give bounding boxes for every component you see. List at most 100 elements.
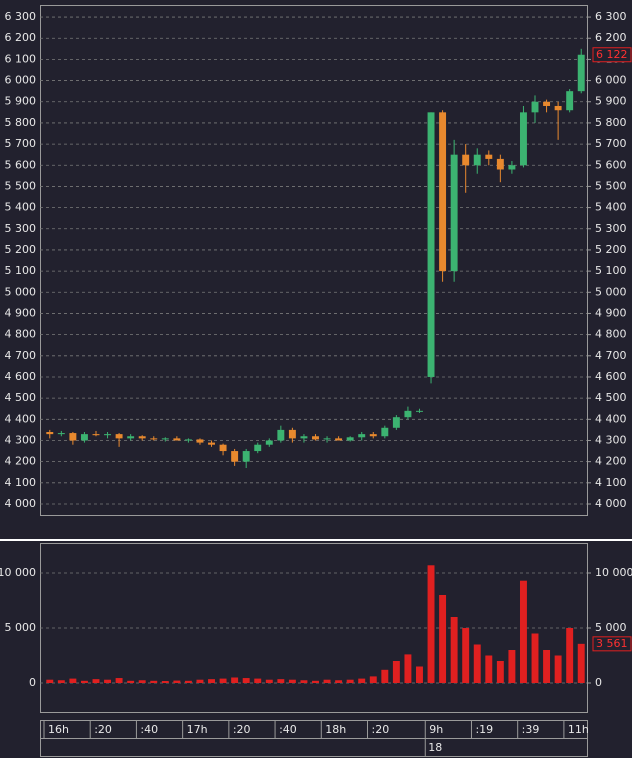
volume-bar — [127, 680, 135, 684]
volume-bar — [427, 565, 435, 684]
volume-bar — [577, 643, 585, 684]
volume-bar — [196, 679, 204, 684]
volume-bar — [161, 681, 169, 684]
x-tick-label: 9h — [429, 723, 443, 736]
candle-body — [508, 165, 516, 170]
candle-body — [312, 436, 319, 440]
volume-bar — [138, 680, 146, 684]
y-tick-label: 5 700 — [5, 137, 37, 150]
candle-body — [208, 442, 215, 445]
candle-body — [416, 410, 423, 412]
y-tick-label: 4 300 — [5, 433, 37, 446]
volume-bar — [277, 679, 285, 684]
x-tick-label: 18h — [325, 723, 346, 736]
y-tick-label: 4 500 — [5, 391, 37, 404]
x-tick-label: :19 — [475, 723, 493, 736]
volume-bar — [566, 628, 574, 684]
y-tick-label: 5 600 — [5, 158, 37, 171]
y-tick-label: 4 800 — [5, 328, 37, 341]
y-tick-label-right: 4 400 — [595, 412, 627, 425]
y-tick-label: 4 100 — [5, 476, 37, 489]
x-tick-label: :20 — [371, 723, 389, 736]
volume-bar — [312, 680, 319, 684]
y-tick-label: 4 700 — [5, 349, 37, 362]
volume-bar — [416, 666, 423, 684]
date-axis — [40, 738, 588, 757]
y-tick-label-right: 4 500 — [595, 391, 627, 404]
candle-body — [323, 438, 331, 440]
volume-bar — [104, 679, 112, 684]
candle-body — [254, 444, 262, 452]
candle-body — [450, 154, 458, 272]
candle-body — [462, 154, 470, 166]
y-tick-label: 4 400 — [5, 412, 37, 425]
volume-bar — [231, 677, 239, 684]
volume-bar — [46, 679, 54, 684]
candle-body — [404, 410, 412, 418]
candle-body — [231, 451, 239, 462]
candle-body — [439, 112, 447, 272]
last-value-tag — [592, 47, 632, 63]
volume-bar — [508, 650, 516, 684]
y-tick-label-right: 6 200 — [595, 31, 627, 44]
volume-bar — [485, 655, 493, 684]
y-tick-label-right: 5 600 — [595, 158, 627, 171]
volume-bar — [69, 678, 77, 684]
volume-bar — [369, 676, 377, 684]
volume-bar — [392, 661, 400, 684]
y-tick-label-right: 5 800 — [595, 116, 627, 129]
y-tick-label-right: 5 000 — [595, 621, 627, 634]
volume-bar — [57, 680, 65, 684]
y-tick-label-right: 5 100 — [595, 264, 627, 277]
volume-bar — [346, 679, 354, 684]
y-tick-label: 6 100 — [5, 52, 37, 65]
volume-bar — [496, 661, 504, 684]
y-tick-label: 4 600 — [5, 370, 37, 383]
volume-bar — [381, 669, 389, 684]
candle-body — [300, 436, 308, 439]
y-tick-label-right: 4 900 — [595, 306, 627, 319]
last-value-tag — [592, 636, 632, 652]
y-tick-label-right: 5 200 — [595, 243, 627, 256]
y-tick-label: 5 900 — [5, 95, 37, 108]
volume-bar — [462, 628, 470, 684]
candle-body — [288, 429, 296, 439]
y-tick-label-right: 4 100 — [595, 476, 627, 489]
x-tick-label: 17h — [187, 723, 208, 736]
y-tick-label: 4 900 — [5, 306, 37, 319]
candle-body — [161, 438, 169, 440]
candle-body — [392, 417, 400, 428]
candle-body — [531, 101, 539, 113]
volume-bar — [242, 678, 250, 684]
volume-bar — [300, 680, 308, 684]
y-tick-label: 0 — [29, 676, 36, 689]
y-tick-label: 5 000 — [5, 285, 37, 298]
candle-body — [219, 444, 227, 452]
candle-body — [115, 434, 123, 439]
candle-body — [57, 433, 65, 435]
y-tick-label: 5 200 — [5, 243, 37, 256]
volume-bar — [323, 679, 331, 684]
y-tick-label: 4 000 — [5, 497, 37, 510]
candle-body — [46, 432, 54, 435]
y-tick-label: 5 400 — [5, 201, 37, 214]
y-tick-label-right: 4 600 — [595, 370, 627, 383]
volume-bar — [439, 594, 447, 684]
y-tick-label-right: 4 000 — [595, 497, 627, 510]
y-tick-label: 5 800 — [5, 116, 37, 129]
volume-bar — [519, 580, 527, 684]
candle-body — [335, 438, 343, 441]
y-tick-label: 4 200 — [5, 455, 37, 468]
volume-bar — [335, 680, 343, 684]
price-panel — [40, 5, 588, 516]
volume-bar — [115, 678, 123, 684]
x-tick-label: :20 — [94, 723, 112, 736]
x-tick-label: :40 — [279, 723, 297, 736]
y-tick-label: 6 000 — [5, 74, 37, 87]
volume-bar — [254, 678, 262, 684]
y-tick-label: 6 300 — [5, 10, 37, 23]
y-tick-label-right: 5 700 — [595, 137, 627, 150]
volume-bar — [450, 617, 458, 684]
volume-bar — [265, 679, 273, 684]
candle-body — [150, 438, 158, 440]
